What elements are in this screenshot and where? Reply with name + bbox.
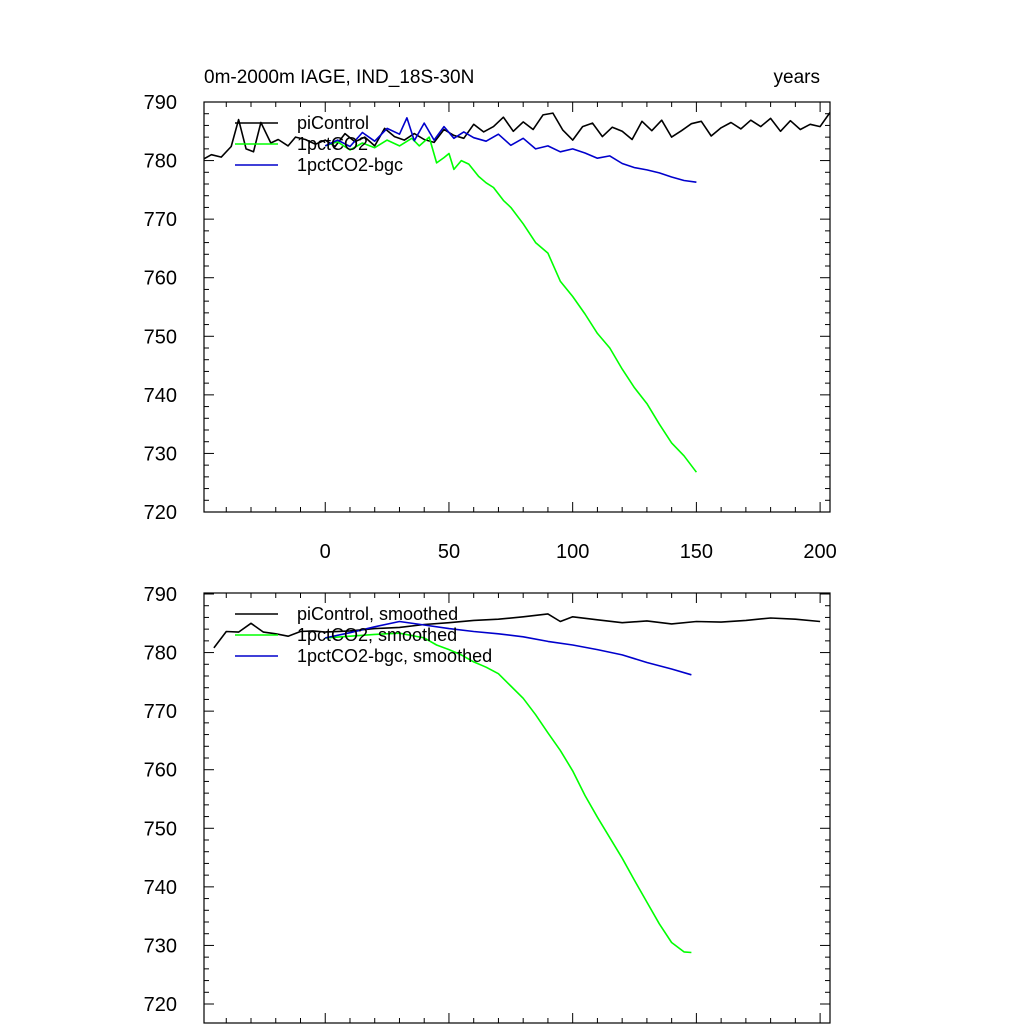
legend-label: piControl xyxy=(297,113,369,133)
x-tick-label: 50 xyxy=(438,541,460,563)
y-tick-label: 790 xyxy=(144,92,177,114)
tick-marks xyxy=(204,593,830,1023)
chart-title-right: years xyxy=(774,67,820,88)
top-panel: 0m-2000m IAGE, IND_18S-30N years 7207307… xyxy=(144,67,837,563)
y-tick-label: 720 xyxy=(144,994,177,1016)
series-line xyxy=(203,112,831,160)
tick-labels: 720 730 740 750 760 770 780 790 xyxy=(144,584,177,1016)
legend-label: 1pctCO2-bgc, smoothed xyxy=(297,646,492,666)
legend-label: 1pctCO2 xyxy=(297,134,368,154)
legend-label: 1pctCO2, smoothed xyxy=(297,625,457,645)
y-tick-label: 750 xyxy=(144,818,177,840)
series-lines xyxy=(213,613,821,954)
y-tick-label: 730 xyxy=(144,935,177,957)
plot-frame xyxy=(203,101,831,513)
plot-frame xyxy=(203,592,831,1024)
y-tick-label: 770 xyxy=(144,209,177,231)
y-tick-label: 780 xyxy=(144,151,177,173)
tick-marks xyxy=(204,101,830,513)
series-line xyxy=(324,136,698,473)
series-line xyxy=(325,620,692,676)
x-tick-label: 0 xyxy=(320,541,331,563)
x-tick-label: 150 xyxy=(680,541,713,563)
series-line xyxy=(325,632,692,954)
x-tick-label: 200 xyxy=(803,541,836,563)
bottom-panel: 720 730 740 750 760 770 780 790 piControl, smoo… xyxy=(144,584,831,1024)
series-line xyxy=(213,613,821,649)
legend-label: 1pctCO2-bgc xyxy=(297,155,403,175)
y-tick-label: 750 xyxy=(144,326,177,348)
y-tick-label: 780 xyxy=(144,643,177,665)
x-tick-label: 100 xyxy=(556,541,589,563)
y-tick-label: 790 xyxy=(144,584,177,606)
series-line xyxy=(324,117,697,183)
y-tick-label: 760 xyxy=(144,760,177,782)
y-tick-label: 740 xyxy=(144,877,177,899)
y-tick-label: 740 xyxy=(144,385,177,407)
series-lines xyxy=(203,112,831,473)
y-tick-label: 730 xyxy=(144,443,177,465)
y-tick-label: 720 xyxy=(144,502,177,524)
legend-label: piControl, smoothed xyxy=(297,604,458,624)
y-tick-label: 760 xyxy=(144,268,177,290)
tick-labels: 720 730 740 750 760 770 780 790 0 50 100 150 200 xyxy=(144,92,837,563)
y-tick-label: 770 xyxy=(144,701,177,723)
chart-title: 0m-2000m IAGE, IND_18S-30N xyxy=(204,67,474,88)
